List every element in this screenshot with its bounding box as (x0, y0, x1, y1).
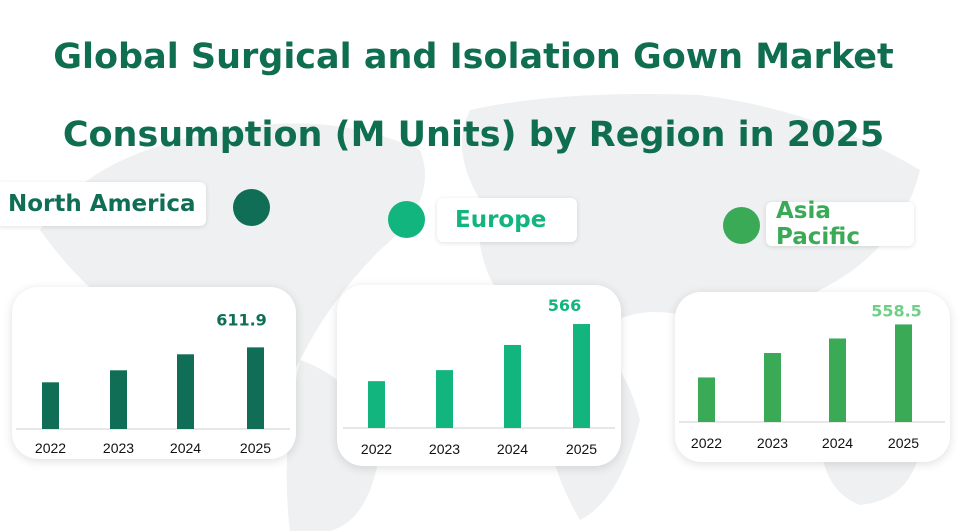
bar-europe-2023 (436, 370, 453, 428)
region-label-asia-pacific-text: Asia Pacific (776, 198, 860, 250)
chart-title-line-2: Consumption (M Units) by Region in 2025 (62, 115, 885, 155)
bar-europe-2024 (504, 344, 521, 428)
bar-chart-asia-pacific: 2022 2023 2024 2025 558.5 (679, 301, 945, 451)
data-label-asia-pacific-2025: 558.5 (871, 301, 922, 320)
data-label-europe-2025: 566 (548, 296, 581, 315)
chart-card-north-america: 2022 2023 2024 2025 611.9 (12, 287, 296, 459)
x-tick-label: 2025 (888, 435, 919, 451)
bar-europe-2025 (573, 324, 590, 428)
bar-north-america-2023 (110, 370, 127, 429)
bar-north-america-2025 (247, 347, 264, 429)
chart-card-asia-pacific: 2022 2023 2024 2025 558.5 (675, 292, 950, 462)
x-tick-label: 2025 (566, 441, 597, 457)
region-label-north-america: North America (0, 182, 206, 226)
x-tick-label: 2022 (691, 435, 722, 451)
x-tick-label: 2023 (757, 435, 788, 451)
x-tick-label: 2022 (361, 441, 392, 457)
x-tick-label: 2023 (103, 440, 134, 456)
bar-asia-pacific-2024 (829, 338, 846, 422)
x-tick-label: 2025 (240, 440, 271, 456)
region-dot-europe (388, 201, 425, 238)
x-tick-label: 2024 (822, 435, 853, 451)
bar-north-america-2022 (42, 382, 59, 429)
bar-north-america-2024 (177, 354, 194, 429)
region-label-europe: Europe (437, 198, 577, 242)
region-label-europe-text: Europe (455, 207, 547, 233)
x-tick-label: 2024 (170, 440, 201, 456)
x-tick-label: 2022 (35, 440, 66, 456)
region-label-north-america-text: North America (8, 191, 196, 217)
bar-asia-pacific-2022 (698, 377, 715, 422)
bar-asia-pacific-2023 (764, 352, 781, 422)
x-tick-label: 2024 (497, 441, 528, 457)
bar-asia-pacific-2025 (895, 324, 912, 422)
bar-chart-north-america: 2022 2023 2024 2025 611.9 (16, 310, 290, 456)
bar-europe-2022 (368, 381, 385, 428)
bar-chart-europe: 2022 2023 2024 2025 566 (343, 296, 615, 457)
data-label-north-america-2025: 611.9 (216, 310, 267, 329)
x-tick-label: 2023 (429, 441, 460, 457)
region-label-asia-pacific: Asia Pacific (766, 198, 914, 250)
region-dot-north-america (233, 189, 270, 226)
region-dot-asia-pacific (723, 207, 760, 244)
chart-title-line-1: Global Surgical and Isolation Gown Marke… (53, 37, 894, 77)
chart-card-europe: 2022 2023 2024 2025 566 (337, 285, 621, 466)
